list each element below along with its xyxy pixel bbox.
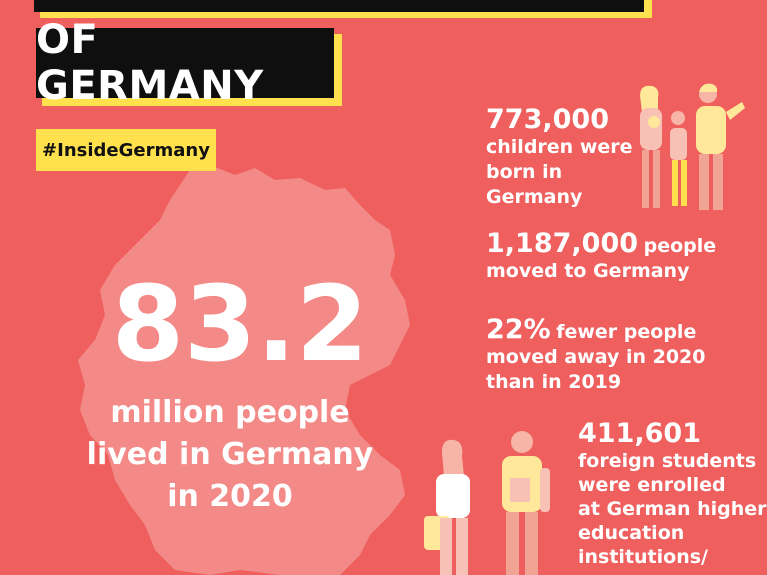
stat-immigration-line2: moved to Germany bbox=[486, 260, 690, 282]
stat-emigration-number: 22% bbox=[486, 314, 551, 345]
stat-births-line3: Germany bbox=[486, 186, 583, 208]
stat-students-line4: education bbox=[578, 522, 685, 544]
students-illustration bbox=[424, 431, 550, 575]
stat-students-line3: at German higher bbox=[578, 498, 767, 520]
stat-students-line1: foreign students bbox=[578, 450, 757, 472]
title-bar: OF GERMANY bbox=[36, 17, 334, 109]
hashtag-badge: #InsideGermany bbox=[36, 129, 216, 171]
page-title-line2: OF GERMANY bbox=[36, 17, 264, 109]
stat-births-number: 773,000 bbox=[486, 104, 609, 135]
population-caption: million people lived in Germany in 2020 bbox=[60, 392, 400, 518]
stat-immigration-number: 1,187,000 bbox=[486, 228, 639, 259]
stat-births: 773,000 children were born in Germany bbox=[486, 104, 636, 210]
stat-students: 411,601 foreign students were enrolled a… bbox=[578, 418, 767, 569]
stat-emigration-line2: moved away in 2020 bbox=[486, 346, 706, 368]
stat-births-line1: children were bbox=[486, 136, 633, 158]
stat-students-number: 411,601 bbox=[578, 418, 701, 449]
germany-map bbox=[78, 165, 410, 575]
population-number: 83.2 bbox=[111, 263, 369, 385]
stat-immigration: 1,187,000 people moved to Germany bbox=[486, 228, 756, 284]
stat-students-line2: were enrolled bbox=[578, 474, 726, 496]
stat-emigration: 22% fewer people moved away in 2020 than… bbox=[486, 314, 756, 395]
title-bar-top bbox=[34, 0, 644, 12]
stat-immigration-inline: people bbox=[643, 235, 717, 257]
stat-emigration-inline: fewer people bbox=[556, 321, 697, 343]
caption-line-3: in 2020 bbox=[167, 479, 293, 514]
family-illustration bbox=[640, 83, 745, 210]
caption-line-1: million people bbox=[110, 395, 350, 430]
stat-births-line2: born in bbox=[486, 161, 563, 183]
stat-emigration-line3: than in 2019 bbox=[486, 371, 622, 393]
stat-students-line5: institutions/ bbox=[578, 546, 708, 568]
caption-line-2: lived in Germany bbox=[86, 437, 374, 472]
